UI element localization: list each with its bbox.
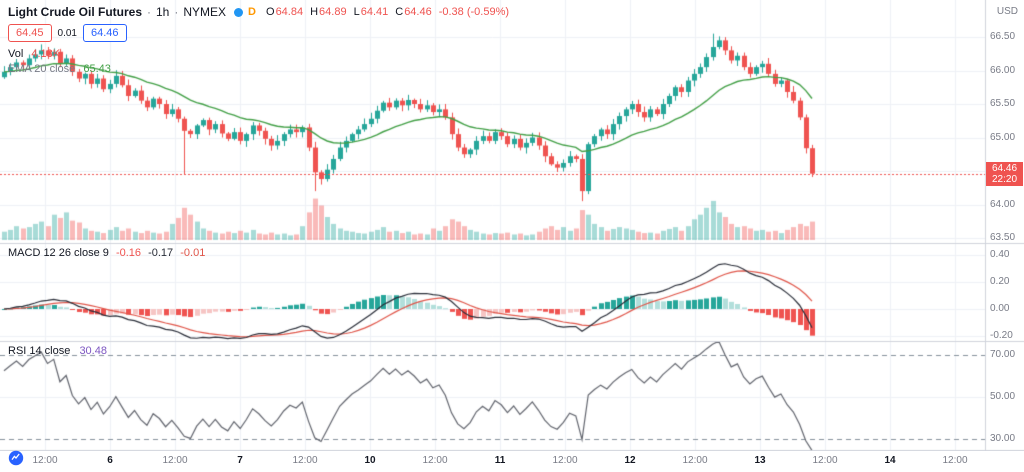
realtime-status-icon (234, 7, 244, 17)
sell-button[interactable]: 64.45 (8, 24, 52, 42)
bid-ask-row: 64.45 0.01 64.46 (8, 24, 509, 42)
price-tick-label: 64.00 (990, 198, 1016, 210)
open-label: O (266, 6, 275, 18)
macd-line-value: -0.17 (148, 247, 174, 259)
separator: · (174, 5, 179, 19)
symbol-title[interactable]: Light Crude Oil Futures (8, 5, 142, 19)
time-tick-label: 11 (494, 455, 506, 466)
time-tick-label: 6 (107, 455, 113, 466)
high-value: 64.89 (319, 6, 347, 18)
time-tick-label: 12:00 (552, 455, 578, 466)
rsi-legend-label[interactable]: RSI 14 close (8, 345, 71, 357)
close-label: C (395, 6, 404, 18)
time-tick-label: 13 (754, 455, 766, 466)
time-scale[interactable]: 12:00 6 12:00 7 12:00 10 12:00 11 12:00 12 12:00 13… (0, 451, 1024, 472)
macd-legend-label[interactable]: MACD 12 26 close 9 (8, 247, 109, 259)
macd-hist-value: -0.16 (115, 247, 142, 259)
time-tick-label: 12:00 (942, 455, 968, 466)
ema-legend-label[interactable]: EMA 20 close (8, 63, 76, 75)
delayed-data-badge[interactable]: D (248, 6, 256, 18)
time-tick-label: 7 (237, 455, 243, 466)
time-tick-label: 10 (364, 455, 376, 466)
spread-value: 0.01 (57, 27, 77, 39)
price-tick-label: 65.50 (990, 98, 1016, 109)
candle-countdown: 22:20 (991, 173, 1018, 185)
time-tick-label: 12:00 (32, 455, 58, 466)
open-value: 64.84 (275, 6, 304, 18)
main-legend: Light Crude Oil Futures · 1h · NYMEX D O… (8, 5, 509, 75)
low-value: 64.41 (360, 6, 389, 18)
macd-signal-value: -0.01 (180, 247, 206, 259)
tradingview-logo[interactable] (8, 450, 24, 466)
price-scale[interactable]: 64.46 22:20 66.50 66.00 65.50 65.00 64.00 63.… (985, 0, 1024, 450)
time-tick-label: 12:00 (422, 455, 448, 466)
macd-tick-label: 0.40 (990, 249, 1010, 260)
close-value: 64.46 (404, 6, 432, 18)
rsi-legend: RSI 14 close 30.48 (8, 345, 107, 357)
exchange-label: NYMEX (183, 5, 227, 19)
last-price-value: 64.46 (991, 162, 1018, 174)
rsi-tick-label: 30.00 (990, 433, 1016, 444)
buy-button[interactable]: 64.46 (83, 24, 127, 42)
price-tick-label: 63.50 (990, 232, 1016, 243)
time-tick-label: 12:00 (292, 455, 318, 466)
time-tick-label: 12:00 (162, 455, 188, 466)
high-label: H (310, 6, 319, 18)
symbol-header-row: Light Crude Oil Futures · 1h · NYMEX D O… (8, 5, 509, 19)
price-tick-label: 66.00 (990, 64, 1016, 76)
volume-legend-value: 4.13K (31, 48, 61, 60)
rsi-tick-label: 70.00 (990, 349, 1016, 360)
ohlc-values: O 64.84 H 64.89 L 64.41 C 64.46 -0.38 (-0.59… (266, 6, 509, 18)
macd-legend: MACD 12 26 close 9 -0.16 -0.17 -0.01 (8, 247, 205, 259)
time-tick-label: 12 (624, 455, 636, 466)
price-tick-label: 66.50 (990, 31, 1016, 42)
macd-tick-label: 0.00 (990, 303, 1010, 314)
separator: · (147, 5, 151, 19)
time-tick-label: 12:00 (812, 455, 838, 466)
interval-label[interactable]: 1h (156, 5, 170, 19)
volume-legend: Vol 4.13K (8, 48, 509, 60)
macd-tick-label: 0.20 (990, 276, 1010, 287)
change-value: -0.38 (-0.59%) (438, 6, 510, 18)
volume-legend-label[interactable]: Vol (8, 48, 24, 60)
price-tick-label: 65.00 (990, 131, 1016, 143)
last-price-badge: 64.46 22:20 (986, 161, 1023, 186)
ema-legend: EMA 20 close 65.43 (8, 63, 509, 75)
low-label: L (353, 6, 360, 18)
time-tick-label: 14 (884, 455, 896, 466)
rsi-tick-label: 50.00 (990, 391, 1016, 402)
currency-label: USD (996, 6, 1018, 17)
macd-tick-label: -0.20 (990, 330, 1013, 341)
rsi-legend-value: 30.48 (79, 345, 107, 357)
time-tick-label: 12:00 (682, 455, 708, 466)
ema-legend-value: 65.43 (83, 63, 111, 75)
